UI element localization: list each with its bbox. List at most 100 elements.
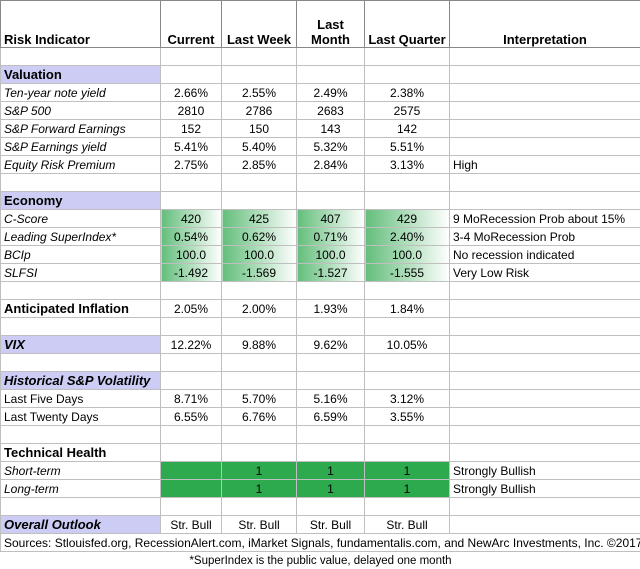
value-cell: 1 bbox=[221, 461, 297, 480]
section-row: VIX 12.22% 9.88% 9.62% 10.05% bbox=[0, 335, 640, 354]
value-cell: 1.84% bbox=[364, 299, 450, 318]
value-cell: 142 bbox=[364, 119, 450, 138]
spacer-row bbox=[0, 173, 640, 192]
interpretation-cell: Strongly Bullish bbox=[449, 479, 640, 498]
section-title: Anticipated Inflation bbox=[0, 299, 161, 318]
empty-cell bbox=[364, 425, 450, 444]
header-cell: Risk Indicator bbox=[0, 0, 161, 48]
value-cell: -1.527 bbox=[296, 263, 365, 282]
value-cell: 143 bbox=[296, 119, 365, 138]
indicator-row: S&P Earnings yield 5.41% 5.40% 5.32% 5.51% bbox=[0, 137, 640, 156]
header-cell: Last Quarter bbox=[364, 0, 450, 48]
spacer-row bbox=[0, 353, 640, 372]
empty-cell bbox=[449, 497, 640, 516]
empty-cell bbox=[449, 281, 640, 300]
interpretation-cell bbox=[449, 389, 640, 408]
value-cell bbox=[160, 191, 222, 210]
interpretation-cell bbox=[449, 335, 640, 354]
empty-cell bbox=[364, 173, 450, 192]
section-title: Overall Outlook bbox=[0, 515, 161, 534]
value-cell: 2.55% bbox=[221, 83, 297, 102]
indicator-label: Equity Risk Premium bbox=[0, 155, 161, 174]
empty-cell bbox=[364, 47, 450, 66]
value-cell: 5.41% bbox=[160, 137, 222, 156]
value-cell: -1.492 bbox=[160, 263, 222, 282]
indicator-label: Last Twenty Days bbox=[0, 407, 161, 426]
empty-cell bbox=[221, 425, 297, 444]
interpretation-cell bbox=[449, 65, 640, 84]
value-cell: 152 bbox=[160, 119, 222, 138]
empty-cell bbox=[160, 353, 222, 372]
sources-row: Sources: Stlouisfed.org, RecessionAlert.… bbox=[0, 533, 640, 552]
interpretation-cell: No recession indicated bbox=[449, 245, 640, 264]
value-cell: 150 bbox=[221, 119, 297, 138]
empty-cell bbox=[221, 173, 297, 192]
indicator-row: SLFSI -1.492 -1.569 -1.527 -1.555 Very Low Ri… bbox=[0, 263, 640, 282]
value-cell: 0.62% bbox=[221, 227, 297, 246]
empty-cell bbox=[0, 317, 161, 336]
value-cell: Str. Bull bbox=[221, 515, 297, 534]
indicator-row: C-Score 420 425 407 429 9 MoRecession Prob ab… bbox=[0, 209, 640, 228]
value-cell: 5.40% bbox=[221, 137, 297, 156]
value-cell: 1 bbox=[296, 479, 365, 498]
interpretation-cell: 9 MoRecession Prob about 15% bbox=[449, 209, 640, 228]
value-cell bbox=[364, 443, 450, 462]
interpretation-cell bbox=[449, 137, 640, 156]
interpretation-cell bbox=[449, 515, 640, 534]
section-row: Historical S&P Volatility bbox=[0, 371, 640, 390]
indicator-label: S&P Earnings yield bbox=[0, 137, 161, 156]
value-cell bbox=[221, 65, 297, 84]
value-cell bbox=[364, 371, 450, 390]
spacer-row bbox=[0, 281, 640, 300]
value-cell: 2.00% bbox=[221, 299, 297, 318]
value-cell bbox=[364, 65, 450, 84]
empty-cell bbox=[449, 353, 640, 372]
empty-cell bbox=[0, 47, 161, 66]
empty-cell bbox=[160, 497, 222, 516]
sources: Sources: Stlouisfed.org, RecessionAlert.… bbox=[0, 533, 640, 552]
interpretation-cell bbox=[449, 407, 640, 426]
value-cell: -1.569 bbox=[221, 263, 297, 282]
footnote: *SuperIndex is the public value, delayed… bbox=[189, 554, 452, 567]
indicator-label: S&P 500 bbox=[0, 101, 161, 120]
value-cell: 6.76% bbox=[221, 407, 297, 426]
value-cell bbox=[160, 371, 222, 390]
empty-cell bbox=[364, 353, 450, 372]
indicator-row: BCIp 100.0 100.0 100.0 100.0 No recession ind… bbox=[0, 245, 640, 264]
section-row: Technical Health bbox=[0, 443, 640, 462]
empty-cell bbox=[160, 47, 222, 66]
value-cell: 2.84% bbox=[296, 155, 365, 174]
empty-cell bbox=[449, 173, 640, 192]
indicator-row: Last Twenty Days 6.55% 6.76% 6.59% 3.55% bbox=[0, 407, 640, 426]
value-cell: 100.0 bbox=[160, 245, 222, 264]
value-cell: 429 bbox=[364, 209, 450, 228]
indicator-row: Short-term 1 1 1 Strongly Bullish bbox=[0, 461, 640, 480]
value-cell: 1 bbox=[364, 461, 450, 480]
indicator-label: Short-term bbox=[0, 461, 161, 480]
value-cell: 9.62% bbox=[296, 335, 365, 354]
value-cell bbox=[296, 65, 365, 84]
empty-cell bbox=[221, 497, 297, 516]
indicator-row: S&P Forward Earnings 152 150 143 142 bbox=[0, 119, 640, 138]
value-cell: Str. Bull bbox=[364, 515, 450, 534]
interpretation-cell bbox=[449, 371, 640, 390]
indicator-row: Ten-year note yield 2.66% 2.55% 2.49% 2.38% bbox=[0, 83, 640, 102]
value-cell: 1.93% bbox=[296, 299, 365, 318]
section-title: VIX bbox=[0, 335, 161, 354]
empty-cell bbox=[364, 497, 450, 516]
value-cell: 2.38% bbox=[364, 83, 450, 102]
indicator-row: Leading SuperIndex* 0.54% 0.62% 0.71% 2.40% 3… bbox=[0, 227, 640, 246]
value-cell bbox=[160, 479, 222, 498]
value-cell: 0.54% bbox=[160, 227, 222, 246]
value-cell bbox=[296, 371, 365, 390]
value-cell: 6.55% bbox=[160, 407, 222, 426]
empty-cell bbox=[221, 47, 297, 66]
empty-cell bbox=[0, 173, 161, 192]
value-cell: 8.71% bbox=[160, 389, 222, 408]
value-cell: 2.75% bbox=[160, 155, 222, 174]
header-cell: Last Month bbox=[296, 0, 365, 48]
empty-cell bbox=[364, 317, 450, 336]
value-cell bbox=[296, 191, 365, 210]
empty-cell bbox=[296, 425, 365, 444]
